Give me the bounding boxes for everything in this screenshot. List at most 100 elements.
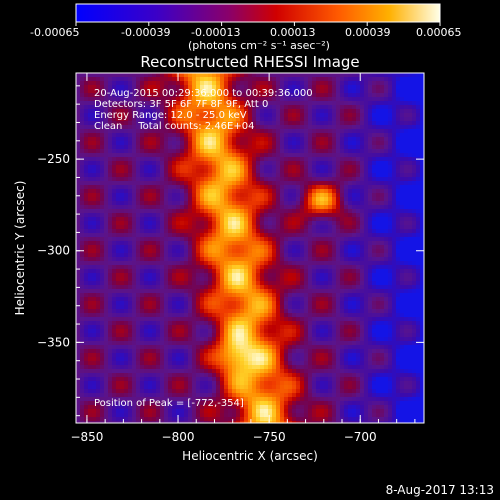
heatmap-cell xyxy=(404,97,408,101)
heatmap-cell xyxy=(260,253,264,257)
heatmap-cell xyxy=(252,77,256,81)
heatmap-cell xyxy=(116,269,120,273)
heatmap-cell xyxy=(344,281,348,285)
heatmap-cell xyxy=(264,285,268,289)
heatmap-cell xyxy=(128,117,132,121)
heatmap-cell xyxy=(192,173,196,177)
heatmap-cell xyxy=(324,209,328,213)
heatmap-cell xyxy=(316,77,320,81)
heatmap-cell xyxy=(208,213,212,217)
heatmap-cell xyxy=(108,193,112,197)
heatmap-cell xyxy=(240,229,244,233)
heatmap-cell xyxy=(128,73,132,77)
heatmap-cell xyxy=(88,237,92,241)
heatmap-cell xyxy=(268,105,272,109)
heatmap-cell xyxy=(356,269,360,273)
heatmap-cell xyxy=(284,277,288,281)
heatmap-cell xyxy=(140,153,144,157)
heatmap-cell xyxy=(416,257,420,261)
heatmap-cell xyxy=(264,133,268,137)
heatmap-cell xyxy=(108,201,112,205)
heatmap-cell xyxy=(340,89,344,93)
heatmap-cell xyxy=(324,129,328,133)
heatmap-cell xyxy=(132,85,136,89)
heatmap-cell xyxy=(380,125,384,129)
heatmap-cell xyxy=(324,281,328,285)
heatmap-cell xyxy=(360,241,364,245)
heatmap-cell xyxy=(156,109,160,113)
heatmap-cell xyxy=(108,165,112,169)
heatmap-cell xyxy=(88,145,92,149)
heatmap-cell xyxy=(168,285,172,289)
heatmap-cell xyxy=(148,137,152,141)
heatmap-cell xyxy=(324,173,328,177)
heatmap-cell xyxy=(96,121,100,125)
heatmap-cell xyxy=(332,253,336,257)
heatmap-cell xyxy=(176,145,180,149)
heatmap-cell xyxy=(300,125,304,129)
heatmap-cell xyxy=(348,245,352,249)
heatmap-cell xyxy=(120,113,124,117)
heatmap-cell xyxy=(412,169,416,173)
heatmap-cell xyxy=(88,125,92,129)
heatmap-cell xyxy=(128,77,132,81)
heatmap-cell xyxy=(332,181,336,185)
heatmap-cell xyxy=(240,201,244,205)
heatmap-cell xyxy=(240,273,244,277)
heatmap-cell xyxy=(180,105,184,109)
heatmap-cell xyxy=(280,137,284,141)
heatmap-cell xyxy=(364,89,368,93)
heatmap-cell xyxy=(320,185,324,189)
heatmap-cell xyxy=(160,157,164,161)
heatmap-cell xyxy=(208,97,212,101)
heatmap-cell xyxy=(108,73,112,77)
heatmap-cell xyxy=(96,105,100,109)
heatmap-cell xyxy=(328,141,332,145)
heatmap-cell xyxy=(296,249,300,253)
heatmap-cell xyxy=(176,225,180,229)
heatmap-cell xyxy=(348,237,352,241)
heatmap-cell xyxy=(124,121,128,125)
heatmap-cell xyxy=(264,193,268,197)
heatmap-cell xyxy=(188,293,192,297)
heatmap-cell xyxy=(164,89,168,93)
heatmap-cell xyxy=(104,105,108,109)
heatmap-cell xyxy=(328,133,332,137)
heatmap-cell xyxy=(376,173,380,177)
heatmap-cell xyxy=(280,217,284,221)
heatmap-cell xyxy=(84,241,88,245)
heatmap-cell xyxy=(220,201,224,205)
heatmap-cell xyxy=(328,297,332,301)
heatmap-cell xyxy=(376,249,380,253)
heatmap-cell xyxy=(300,77,304,81)
heatmap-cell xyxy=(312,73,316,77)
heatmap-cell xyxy=(276,221,280,225)
heatmap-cell xyxy=(204,293,208,297)
heatmap-cell xyxy=(272,253,276,257)
heatmap-cell xyxy=(244,81,248,85)
heatmap-cell xyxy=(404,121,408,125)
heatmap-cell xyxy=(88,117,92,121)
heatmap-cell xyxy=(136,81,140,85)
heatmap-cell xyxy=(192,161,196,165)
heatmap-cell xyxy=(144,177,148,181)
heatmap-cell xyxy=(360,189,364,193)
heatmap-cell xyxy=(104,113,108,117)
heatmap-cell xyxy=(356,97,360,101)
heatmap-cell xyxy=(364,289,368,293)
heatmap-cell xyxy=(312,185,316,189)
heatmap-cell xyxy=(172,229,176,233)
heatmap-cell xyxy=(340,253,344,257)
heatmap-cell xyxy=(236,173,240,177)
heatmap-cell xyxy=(144,109,148,113)
heatmap-cell xyxy=(324,169,328,173)
heatmap-cell xyxy=(312,169,316,173)
heatmap-cell xyxy=(152,129,156,133)
heatmap-cell xyxy=(184,177,188,181)
heatmap-cell xyxy=(376,101,380,105)
heatmap-cell xyxy=(136,253,140,257)
heatmap-cell xyxy=(396,269,400,273)
heatmap-cell xyxy=(272,217,276,221)
heatmap-cell xyxy=(80,177,84,181)
heatmap-cell xyxy=(340,245,344,249)
